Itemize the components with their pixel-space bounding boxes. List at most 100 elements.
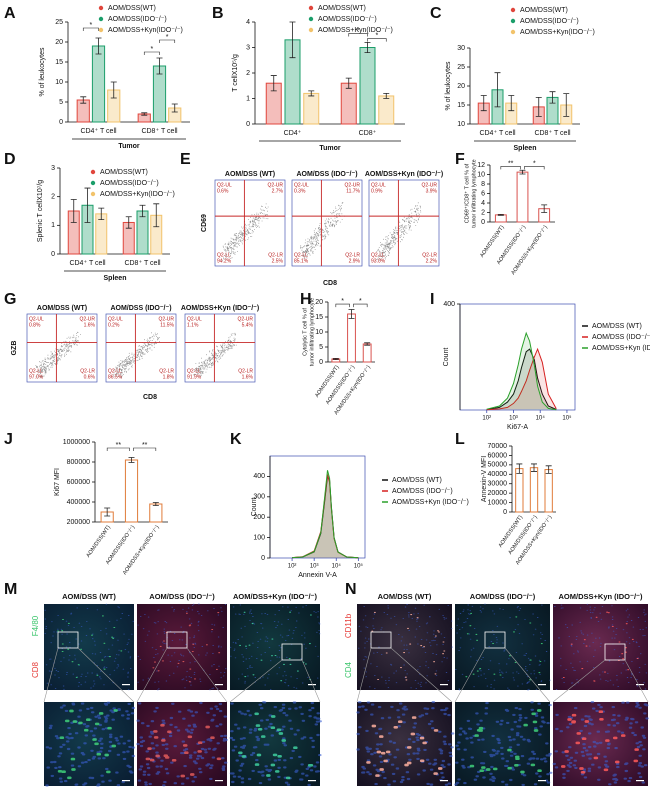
group-label: Tumor [319, 145, 341, 152]
legend-marker [510, 7, 516, 13]
x-tick-label: 10³ [509, 416, 518, 422]
error-bar [364, 42, 371, 53]
stained-cells [238, 712, 314, 780]
significance-bracket [353, 303, 368, 308]
legend-marker [98, 27, 104, 33]
stained-cells [469, 709, 542, 774]
error-bar [549, 91, 556, 104]
significance-bracket [500, 166, 521, 170]
cell-events [35, 331, 81, 378]
y-tick-label: 20000 [488, 490, 508, 497]
nuclei [455, 603, 551, 691]
x-tick-label: CD4⁺ [284, 130, 302, 137]
channel-label: F4/80 [31, 615, 40, 636]
significance-label: ** [116, 442, 122, 449]
quadrant-value: 1.1% [187, 322, 199, 328]
plot-title: AOM/DSS (WT) [225, 171, 275, 178]
bar [303, 92, 320, 125]
quadrant-value: 0.3% [294, 188, 306, 194]
nuclei [552, 701, 649, 786]
y-tick-label: 20 [457, 83, 465, 90]
error-bar [156, 57, 163, 75]
x-tick-label: CD8⁺ [359, 130, 377, 137]
plot-title: AOM/DSS (IDO⁻/⁻) [296, 171, 357, 178]
legend-marker [510, 29, 516, 35]
error-bar [270, 75, 277, 92]
y-tick-label: 400000 [67, 499, 90, 506]
y-tick-label: 4 [246, 19, 250, 26]
bar [347, 313, 356, 363]
error-bar [545, 465, 552, 474]
cell-events [222, 203, 269, 261]
nuclei [45, 701, 136, 787]
significance-bracket [524, 166, 545, 170]
y-axis-label: Count [443, 348, 450, 367]
y-tick-label: 20 [315, 299, 323, 306]
error-bar [139, 204, 146, 218]
panel-letter: C [430, 5, 442, 22]
y-tick-label: 3 [51, 165, 55, 172]
quadrant-value: 1.6% [242, 374, 254, 380]
stained-cells [145, 723, 222, 778]
significance-label: * [341, 298, 344, 305]
y-tick-label: 1000000 [63, 439, 90, 446]
nuclei [44, 603, 135, 691]
stained-cells [465, 612, 543, 681]
quadrant-name: Q2-UL [294, 182, 309, 188]
x-axis-label: Ki67-A [507, 424, 528, 431]
x-axis-label: Annexin V-A [298, 572, 337, 579]
legend-label: AOM/DSS+Kyn(IDO⁻/⁻) [100, 191, 175, 198]
y-tick-label: 30000 [488, 481, 508, 488]
y-tick-label: 10 [457, 121, 465, 128]
scale-bar [538, 684, 546, 686]
legend-label: AOM/DSS (WT) [592, 323, 642, 330]
legend-label: AOM/DSS+Kyn(IDO⁻/⁻) [520, 29, 595, 36]
gate-lines [106, 314, 176, 382]
legend-label: AOM/DSS+Kyn(IDO⁻/⁻) [108, 27, 183, 34]
stained-cells [57, 709, 118, 780]
scale-bar [440, 684, 448, 686]
legend-label: AOM/DSS (WT) [392, 477, 442, 484]
x-axis-label: CD8 [323, 280, 337, 287]
significance-bracket [348, 33, 368, 37]
nuclei [356, 701, 455, 786]
channel-label: CD11b [344, 613, 353, 638]
error-bar [332, 358, 339, 360]
quadrant-value: 85.1% [294, 258, 309, 264]
panel-letter: M [4, 581, 17, 598]
error-bar [308, 90, 315, 97]
y-tick-label: 15 [55, 59, 63, 66]
zoom-box [281, 643, 303, 661]
error-bar [80, 96, 87, 104]
quadrant-name: Q2-LL [187, 368, 201, 374]
y-axis-label: Annexin-V MFI [481, 456, 488, 502]
panel-letter: G [4, 291, 16, 308]
zoom-lines [136, 647, 228, 703]
quadrant-name: Q2-LR [238, 368, 253, 374]
y-tick-label: 3 [246, 44, 250, 51]
legend-label: AOM/DSS+Kyn (IDO⁻/⁻) [392, 499, 469, 506]
quadrant-value: 0.6% [217, 188, 229, 194]
error-bar [364, 342, 371, 346]
y-tick-label: 0 [503, 509, 507, 516]
micrograph [230, 702, 320, 786]
stained-cells [366, 716, 443, 777]
y-tick-label: 50000 [488, 462, 508, 469]
error-bar [345, 77, 352, 89]
gate-lines [215, 180, 285, 266]
column-title: AOM/DSS (WT) [378, 592, 432, 601]
y-tick-label: 0 [319, 359, 323, 366]
nuclei [554, 603, 648, 690]
legend-label: AOM/DSS (IDO⁻/⁻) [392, 488, 453, 495]
scale-bar [636, 780, 644, 782]
y-tick-label: 600000 [67, 479, 90, 486]
stained-cells [152, 612, 221, 683]
bar [515, 468, 524, 513]
error-bar [84, 187, 91, 223]
y-tick-label: 1 [51, 222, 55, 229]
significance-label: ** [508, 160, 514, 167]
x-tick-label: CD8⁺ T cell [124, 260, 161, 267]
channel-label: CD4 [344, 661, 353, 678]
gate-lines [369, 180, 439, 266]
